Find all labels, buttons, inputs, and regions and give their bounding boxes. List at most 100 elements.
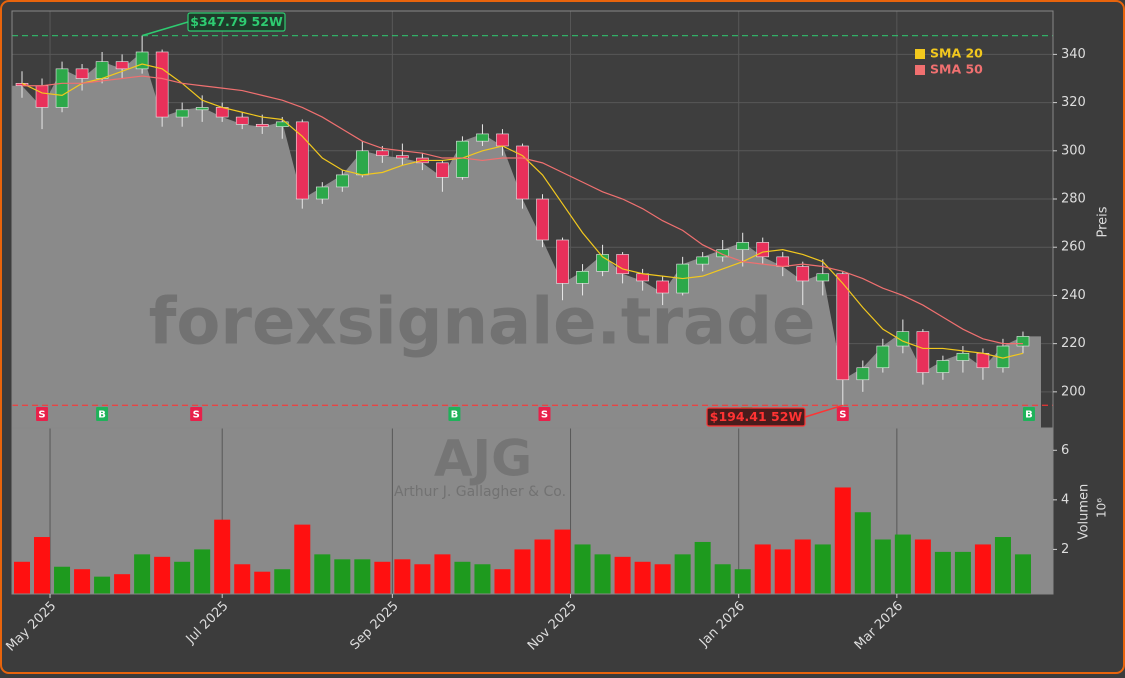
candle-body (956, 352, 970, 361)
volume-bar (374, 561, 391, 594)
candle-body (476, 133, 489, 142)
y-tick-label: 300 (1061, 143, 1086, 158)
annotation-box (187, 12, 286, 32)
candle-body (295, 121, 309, 200)
candle-body (255, 123, 269, 127)
volume-bar (194, 549, 211, 594)
volume-bar (14, 561, 31, 594)
offset-label: 10⁶ (1095, 498, 1109, 518)
close-area (12, 51, 1041, 429)
y-tick-label: 320 (1061, 95, 1086, 110)
signal-label: B (98, 410, 106, 421)
signal-label: S (839, 410, 846, 421)
volume-bar (694, 541, 711, 594)
volume-bar (314, 554, 331, 594)
volume-bar (234, 564, 251, 594)
signal-label: B (1025, 410, 1033, 421)
candle-body (1016, 336, 1030, 347)
volume-bar (614, 556, 631, 594)
candle-body (976, 352, 990, 369)
candle-body (235, 116, 249, 125)
volume-bar (94, 576, 111, 594)
volume-bar (934, 551, 951, 594)
candle-body (175, 109, 189, 118)
candle-body (356, 150, 369, 176)
candle-body (336, 174, 349, 188)
candle-body (776, 256, 790, 267)
volume-bar (994, 537, 1011, 594)
volume-bar (274, 569, 291, 594)
annotation-box (706, 407, 806, 427)
annotation-label: $194.41 52W (710, 409, 803, 424)
candle-body (315, 186, 329, 200)
volume-bar (54, 566, 71, 594)
volume-bar (634, 561, 651, 594)
candle-body (75, 68, 89, 79)
volume-bar (254, 571, 271, 594)
legend-label: SMA 50 (930, 62, 983, 77)
volume-bar (114, 574, 131, 594)
volume-bar (714, 564, 731, 594)
candle-body (916, 331, 930, 373)
candle-body (496, 133, 509, 147)
sma-line (21, 63, 1024, 359)
volume-bar (854, 512, 871, 594)
volume-bar (154, 556, 171, 594)
volume-border (11, 427, 1054, 595)
signal-marker (448, 407, 461, 421)
candle-body (436, 162, 449, 178)
volume-bar (414, 564, 431, 594)
candle-body (35, 85, 49, 108)
candle-body (95, 61, 109, 79)
volume-bar (914, 539, 931, 594)
candle-body (556, 239, 569, 284)
volume-bar (674, 554, 691, 594)
sma-line (22, 75, 1023, 345)
legend-swatch (915, 65, 925, 75)
signal-marker (1022, 407, 1035, 421)
volume-bar (834, 487, 851, 594)
candle-body (936, 360, 950, 373)
volume-bar (334, 559, 351, 594)
signal-marker (836, 407, 849, 421)
volume-bar (874, 539, 891, 594)
volume-bar (974, 544, 991, 594)
watermark: forexsignale.trade (149, 286, 816, 360)
candle-body (576, 271, 589, 284)
volume-bar (594, 554, 611, 594)
volume-bar (1014, 554, 1031, 594)
volume-bar (514, 549, 531, 594)
signal-marker (96, 407, 109, 421)
volume-bar (494, 569, 511, 594)
candle-body (376, 150, 389, 156)
volume-bar (34, 537, 51, 594)
candle-body (656, 280, 669, 294)
volume-bar (394, 559, 411, 594)
y-tick-label: 260 (1061, 240, 1086, 255)
candle-body (796, 266, 810, 282)
annotation-arrow (141, 21, 189, 37)
volume-bar (134, 554, 151, 594)
volume-bar (574, 544, 591, 594)
y-tick-label: 200 (1061, 384, 1086, 399)
candle-body (456, 140, 469, 178)
y-tick-label: 340 (1061, 47, 1086, 62)
annotation-arrow (804, 404, 844, 418)
volume-bar (354, 559, 371, 594)
volume-bar (754, 544, 771, 594)
candle-body (536, 198, 549, 241)
signal-marker (538, 407, 551, 421)
volume-bar (894, 534, 911, 594)
y-tick-label: 6 (1061, 443, 1069, 458)
y-tick-label: 4 (1061, 492, 1069, 507)
signal-label: S (541, 410, 548, 421)
volume-bar (474, 564, 491, 594)
watermark-symbol: AJG (434, 430, 532, 488)
candle-body (716, 249, 729, 258)
signal-label: S (193, 410, 200, 421)
candle-body (396, 155, 409, 159)
candle-body (616, 254, 629, 275)
volume-bar (534, 539, 551, 594)
volume-bar (74, 569, 91, 594)
